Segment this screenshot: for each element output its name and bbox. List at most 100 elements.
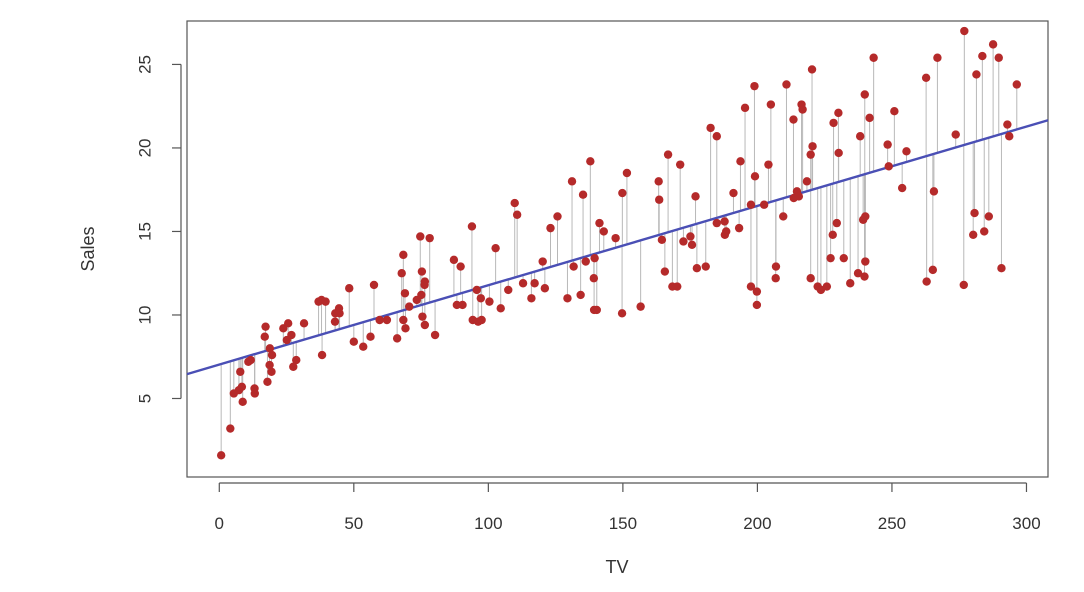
- data-point: [472, 285, 481, 295]
- data-point: [289, 362, 298, 371]
- data-point: [782, 80, 791, 89]
- data-point: [969, 230, 978, 240]
- data-point: [951, 130, 960, 139]
- data-point: [663, 150, 673, 159]
- data-point: [250, 389, 260, 398]
- data-point: [512, 210, 522, 219]
- data-point: [399, 250, 408, 260]
- data-point: [349, 337, 359, 346]
- data-point: [476, 294, 486, 303]
- x-axis: 0 50 100 150 200 250 300: [215, 482, 1041, 533]
- data-point: [771, 274, 780, 283]
- data-point: [592, 305, 601, 315]
- data-point: [834, 108, 843, 118]
- data-point: [657, 235, 667, 245]
- data-point: [292, 355, 301, 365]
- data-point: [330, 317, 340, 326]
- y-tick-label: 20: [136, 138, 155, 157]
- data-point: [921, 73, 931, 82]
- data-point: [808, 142, 817, 151]
- data-point: [417, 290, 426, 300]
- data-point: [855, 132, 865, 141]
- data-point: [366, 332, 375, 341]
- data-point: [237, 382, 247, 392]
- data-points: [216, 26, 1021, 460]
- data-point: [283, 319, 293, 328]
- data-point: [706, 123, 715, 133]
- data-point: [267, 367, 276, 376]
- data-point: [766, 100, 776, 109]
- data-point: [335, 309, 344, 318]
- data-point: [263, 377, 272, 386]
- data-point: [883, 140, 892, 149]
- data-point: [1012, 80, 1021, 89]
- data-point: [456, 262, 465, 271]
- data-point: [740, 103, 750, 113]
- data-point: [265, 360, 274, 370]
- data-point: [590, 253, 599, 263]
- data-point: [712, 132, 721, 141]
- data-point: [686, 232, 695, 241]
- y-tick-label: 15: [136, 222, 155, 241]
- data-point: [722, 227, 731, 236]
- data-point: [589, 274, 599, 283]
- data-point: [477, 315, 486, 325]
- data-point: [960, 26, 969, 36]
- data-point: [933, 53, 942, 62]
- data-point: [902, 147, 911, 156]
- data-point: [420, 320, 430, 330]
- data-point: [369, 280, 379, 290]
- data-point: [869, 53, 878, 62]
- data-point: [267, 350, 277, 360]
- data-point: [980, 227, 989, 236]
- data-point: [491, 243, 500, 253]
- data-point: [734, 223, 744, 233]
- data-point: [922, 277, 931, 286]
- data-point: [834, 148, 843, 158]
- data-point: [865, 113, 874, 123]
- data-point: [430, 330, 440, 340]
- data-point: [578, 190, 588, 199]
- regression-line: [186, 119, 1049, 376]
- data-point: [260, 332, 269, 341]
- data-point: [853, 269, 863, 278]
- data-point: [265, 344, 275, 353]
- data-point: [654, 177, 663, 186]
- data-point: [675, 160, 685, 169]
- data-point: [553, 212, 562, 221]
- data-point: [860, 90, 869, 99]
- data-point: [884, 162, 893, 171]
- data-point: [720, 217, 729, 226]
- data-point: [972, 70, 981, 79]
- data-point: [236, 367, 245, 376]
- data-point: [546, 223, 555, 233]
- data-point: [530, 279, 539, 288]
- data-point: [345, 284, 354, 293]
- data-point: [959, 280, 968, 290]
- data-point: [504, 285, 513, 295]
- y-tick-label: 5: [136, 394, 155, 403]
- y-axis: 5 10 15 20 25: [136, 55, 182, 403]
- data-point: [822, 282, 832, 291]
- x-tick-label: 200: [743, 514, 771, 533]
- data-point: [576, 290, 585, 300]
- data-point: [798, 105, 807, 114]
- data-point: [567, 177, 577, 186]
- data-point: [807, 65, 817, 74]
- data-point: [984, 212, 994, 221]
- data-point: [970, 208, 979, 218]
- data-point: [789, 115, 798, 124]
- data-point: [746, 200, 756, 209]
- data-point: [238, 397, 247, 407]
- data-point: [750, 81, 759, 91]
- x-tick-label: 150: [609, 514, 637, 533]
- data-point: [897, 183, 907, 193]
- data-point: [405, 302, 414, 311]
- data-point: [216, 451, 226, 460]
- data-point: [1005, 132, 1014, 141]
- data-point: [510, 198, 519, 208]
- data-point: [988, 40, 998, 49]
- data-point: [679, 237, 688, 246]
- data-point: [828, 230, 837, 240]
